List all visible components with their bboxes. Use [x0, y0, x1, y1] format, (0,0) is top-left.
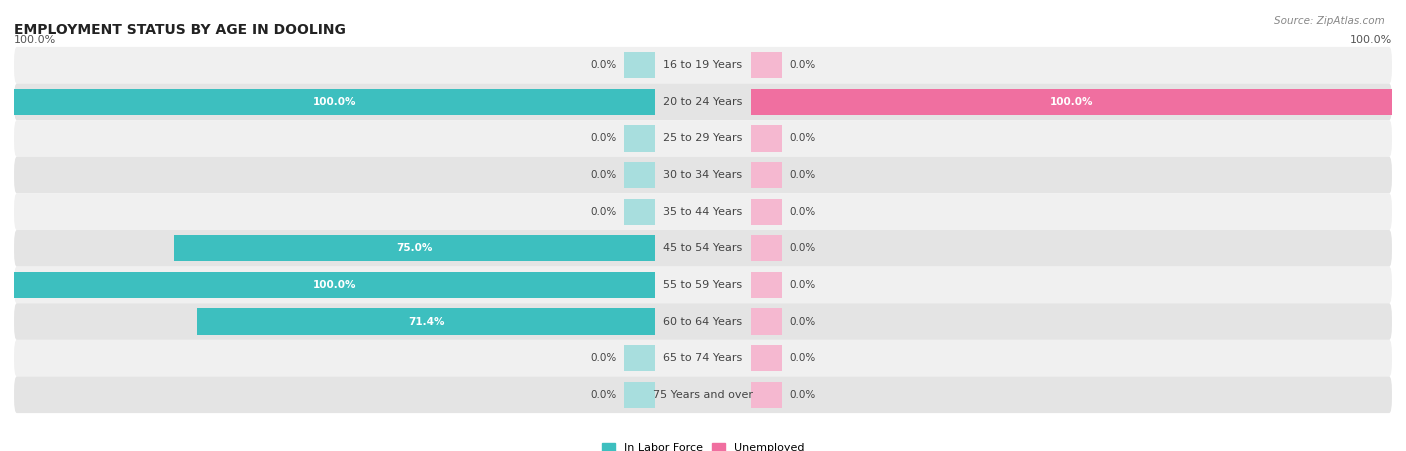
FancyBboxPatch shape	[14, 83, 1392, 120]
FancyBboxPatch shape	[14, 377, 1392, 413]
Bar	[751, 89, 1392, 115]
Text: 0.0%: 0.0%	[591, 207, 617, 216]
Bar	[14, 272, 655, 298]
Text: 0.0%: 0.0%	[789, 280, 815, 290]
Text: 0.0%: 0.0%	[789, 244, 815, 253]
Bar	[751, 382, 782, 408]
Text: 0.0%: 0.0%	[591, 170, 617, 180]
Text: 0.0%: 0.0%	[789, 353, 815, 363]
Text: 0.0%: 0.0%	[789, 170, 815, 180]
Text: 0.0%: 0.0%	[789, 133, 815, 143]
Bar	[751, 162, 782, 188]
Text: 30 to 34 Years: 30 to 34 Years	[664, 170, 742, 180]
Bar	[624, 125, 655, 152]
FancyBboxPatch shape	[14, 47, 1392, 83]
FancyBboxPatch shape	[14, 120, 1392, 157]
Bar	[751, 345, 782, 371]
Bar	[14, 89, 655, 115]
Bar	[624, 345, 655, 371]
FancyBboxPatch shape	[14, 157, 1392, 193]
Bar	[751, 198, 782, 225]
Text: 0.0%: 0.0%	[591, 60, 617, 70]
Text: 0.0%: 0.0%	[591, 390, 617, 400]
Text: 71.4%: 71.4%	[408, 317, 444, 327]
FancyBboxPatch shape	[14, 230, 1392, 267]
Text: 75.0%: 75.0%	[396, 244, 433, 253]
Text: 0.0%: 0.0%	[789, 207, 815, 216]
Text: 25 to 29 Years: 25 to 29 Years	[664, 133, 742, 143]
FancyBboxPatch shape	[14, 267, 1392, 303]
Bar	[624, 198, 655, 225]
Bar	[624, 162, 655, 188]
Bar	[751, 308, 782, 335]
Text: 100.0%: 100.0%	[1050, 97, 1094, 107]
Bar	[751, 125, 782, 152]
Bar	[751, 272, 782, 298]
Text: 20 to 24 Years: 20 to 24 Years	[664, 97, 742, 107]
Text: 65 to 74 Years: 65 to 74 Years	[664, 353, 742, 363]
Text: 55 to 59 Years: 55 to 59 Years	[664, 280, 742, 290]
FancyBboxPatch shape	[14, 193, 1392, 230]
Text: 100.0%: 100.0%	[312, 280, 356, 290]
Bar	[751, 52, 782, 78]
Text: 75 Years and over: 75 Years and over	[652, 390, 754, 400]
Text: 0.0%: 0.0%	[789, 60, 815, 70]
Text: 100.0%: 100.0%	[14, 35, 56, 45]
Bar	[624, 382, 655, 408]
Bar	[197, 308, 655, 335]
Text: 0.0%: 0.0%	[789, 390, 815, 400]
Text: 100.0%: 100.0%	[312, 97, 356, 107]
Text: 100.0%: 100.0%	[1350, 35, 1392, 45]
Bar	[751, 235, 782, 262]
Text: 60 to 64 Years: 60 to 64 Years	[664, 317, 742, 327]
FancyBboxPatch shape	[14, 340, 1392, 377]
Text: 16 to 19 Years: 16 to 19 Years	[664, 60, 742, 70]
Text: 45 to 54 Years: 45 to 54 Years	[664, 244, 742, 253]
Text: Source: ZipAtlas.com: Source: ZipAtlas.com	[1274, 16, 1385, 26]
FancyBboxPatch shape	[14, 303, 1392, 340]
Text: 35 to 44 Years: 35 to 44 Years	[664, 207, 742, 216]
Text: 0.0%: 0.0%	[591, 353, 617, 363]
Text: 0.0%: 0.0%	[591, 133, 617, 143]
Text: EMPLOYMENT STATUS BY AGE IN DOOLING: EMPLOYMENT STATUS BY AGE IN DOOLING	[14, 23, 346, 37]
Bar	[174, 235, 655, 262]
Legend: In Labor Force, Unemployed: In Labor Force, Unemployed	[598, 438, 808, 451]
Bar	[624, 52, 655, 78]
Text: 0.0%: 0.0%	[789, 317, 815, 327]
